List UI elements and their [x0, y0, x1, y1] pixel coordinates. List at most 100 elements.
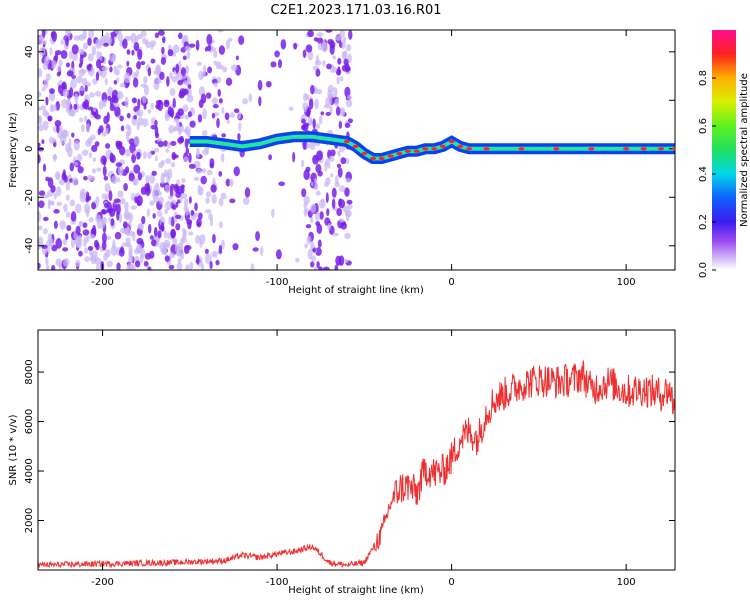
ridge-peak-marker — [343, 139, 350, 144]
spectrogram-cell — [216, 117, 220, 129]
spectrogram-cell — [177, 71, 182, 78]
spectrogram-cell — [80, 69, 87, 74]
spectrogram-cell — [344, 232, 351, 240]
spectrogram-cell — [128, 255, 134, 264]
spectrogram-cell — [170, 161, 176, 168]
spectrogram-cell — [315, 221, 321, 227]
spectrogram-cell — [205, 191, 212, 198]
spectrogram-cell — [116, 64, 123, 69]
spectrogram-cell — [183, 244, 190, 255]
spectrogram-cell — [328, 96, 333, 106]
spectrogram-cell — [84, 256, 90, 263]
spectrogram-cell — [221, 133, 227, 138]
spectrogram-cell — [312, 118, 316, 129]
spectrogram-cell — [300, 159, 305, 168]
spectrogram-cell — [51, 30, 57, 42]
spectrogram-cell — [124, 96, 129, 108]
x-tick-label: 0 — [448, 577, 454, 588]
snr-y-ticks: 2000 4000 6000 8000 — [24, 359, 675, 533]
spectrogram-cell — [58, 59, 63, 67]
spectrogram-cell — [317, 239, 322, 248]
spectrogram-cell — [325, 111, 331, 116]
spectrogram-cell — [101, 240, 107, 251]
spectrogram-cell — [96, 50, 100, 61]
spectrogram-cell — [153, 147, 160, 153]
spectrogram-cell — [207, 44, 212, 52]
spectrogram-cell — [110, 218, 115, 227]
spectrogram-cell — [325, 30, 333, 33]
spectrogram-cell — [62, 238, 68, 246]
spectrogram-cell — [42, 40, 47, 45]
x-tick-label: 100 — [617, 277, 636, 288]
spectrogram-cell — [45, 257, 49, 266]
spectrogram-cell — [117, 141, 123, 149]
spectrogram-cell — [258, 96, 262, 107]
spectrogram-cell — [174, 185, 180, 193]
spectrogram-cell — [224, 112, 230, 121]
spectrogram-cell — [58, 179, 65, 186]
spectrogram-cell — [91, 144, 98, 153]
spectrogram-cell — [118, 247, 125, 257]
spectrogram-cell — [309, 119, 313, 126]
spectrogram-cell — [48, 200, 55, 205]
spectrogram-cell — [169, 88, 176, 96]
spectrogram-cell — [84, 115, 88, 122]
spectrogram-cell — [131, 97, 138, 104]
spectrogram-cell — [220, 192, 227, 200]
spectrogram-cell — [70, 211, 77, 222]
spectrogram-cell — [73, 35, 81, 41]
spectrogram-cell — [88, 234, 96, 240]
spectrogram-cell — [148, 223, 152, 234]
spectrogram-cell — [119, 83, 126, 88]
spectrogram-cell — [103, 202, 110, 208]
colorbar-tick-label: 0.4 — [698, 166, 709, 182]
spectrogram-cell — [180, 193, 188, 199]
spectrogram-cell — [255, 231, 260, 242]
spectrogram-cell — [180, 67, 186, 77]
spectrogram-cell — [265, 80, 272, 88]
spectrogram-cell — [186, 50, 191, 60]
spectrogram-cell — [238, 122, 242, 132]
spectrogram-cell — [133, 115, 138, 120]
spectrogram-cell — [201, 129, 208, 137]
spectrogram-cell — [213, 60, 218, 66]
spectrogram-cells — [38, 30, 353, 270]
spectrogram-cell — [314, 98, 319, 110]
spectrogram-cell — [66, 225, 72, 232]
spectrogram-cell — [194, 212, 199, 218]
spectrogram-cell — [70, 78, 77, 89]
spectrogram-cell — [204, 253, 212, 265]
spectrogram-cell — [305, 224, 312, 229]
spectrogram-cell — [329, 104, 333, 115]
spectrogram-cell — [177, 108, 184, 116]
spectrogram-cell — [56, 71, 61, 77]
spectrogram-cell — [126, 242, 132, 248]
snr-series-line — [38, 360, 675, 569]
ridge-peak-marker — [370, 156, 377, 161]
spectrogram-cell — [171, 204, 177, 210]
spectrogram-cell — [244, 187, 251, 198]
spectrogram-cell — [204, 209, 212, 214]
spectrogram-cell — [345, 99, 353, 108]
spectrogram-cell — [73, 103, 78, 110]
spectrogram-cell — [186, 94, 194, 103]
spectrogram-cell — [212, 177, 216, 186]
spectrogram-cell — [147, 108, 151, 114]
spectrogram-cell — [153, 185, 160, 195]
spectrogram-cell — [38, 211, 42, 222]
spectrogram-cell — [163, 246, 168, 256]
spectrogram-cell — [40, 105, 46, 111]
spectrogram-cell — [45, 264, 50, 270]
spectrogram-cell — [119, 115, 124, 122]
spectrogram-cell — [347, 53, 352, 64]
colorbar-tick-label: 0.0 — [698, 262, 709, 278]
spectrogram-cell — [218, 198, 224, 207]
spectrogram-cell — [233, 108, 240, 114]
spectrogram-cell — [53, 220, 58, 229]
spectrogram-cell — [335, 255, 342, 266]
spectrogram-cell — [242, 98, 248, 105]
spectrogram-cell — [304, 94, 310, 100]
spectrogram-cell — [154, 132, 160, 139]
spectrogram-cell — [327, 93, 335, 99]
spectrogram-cell — [218, 45, 226, 55]
